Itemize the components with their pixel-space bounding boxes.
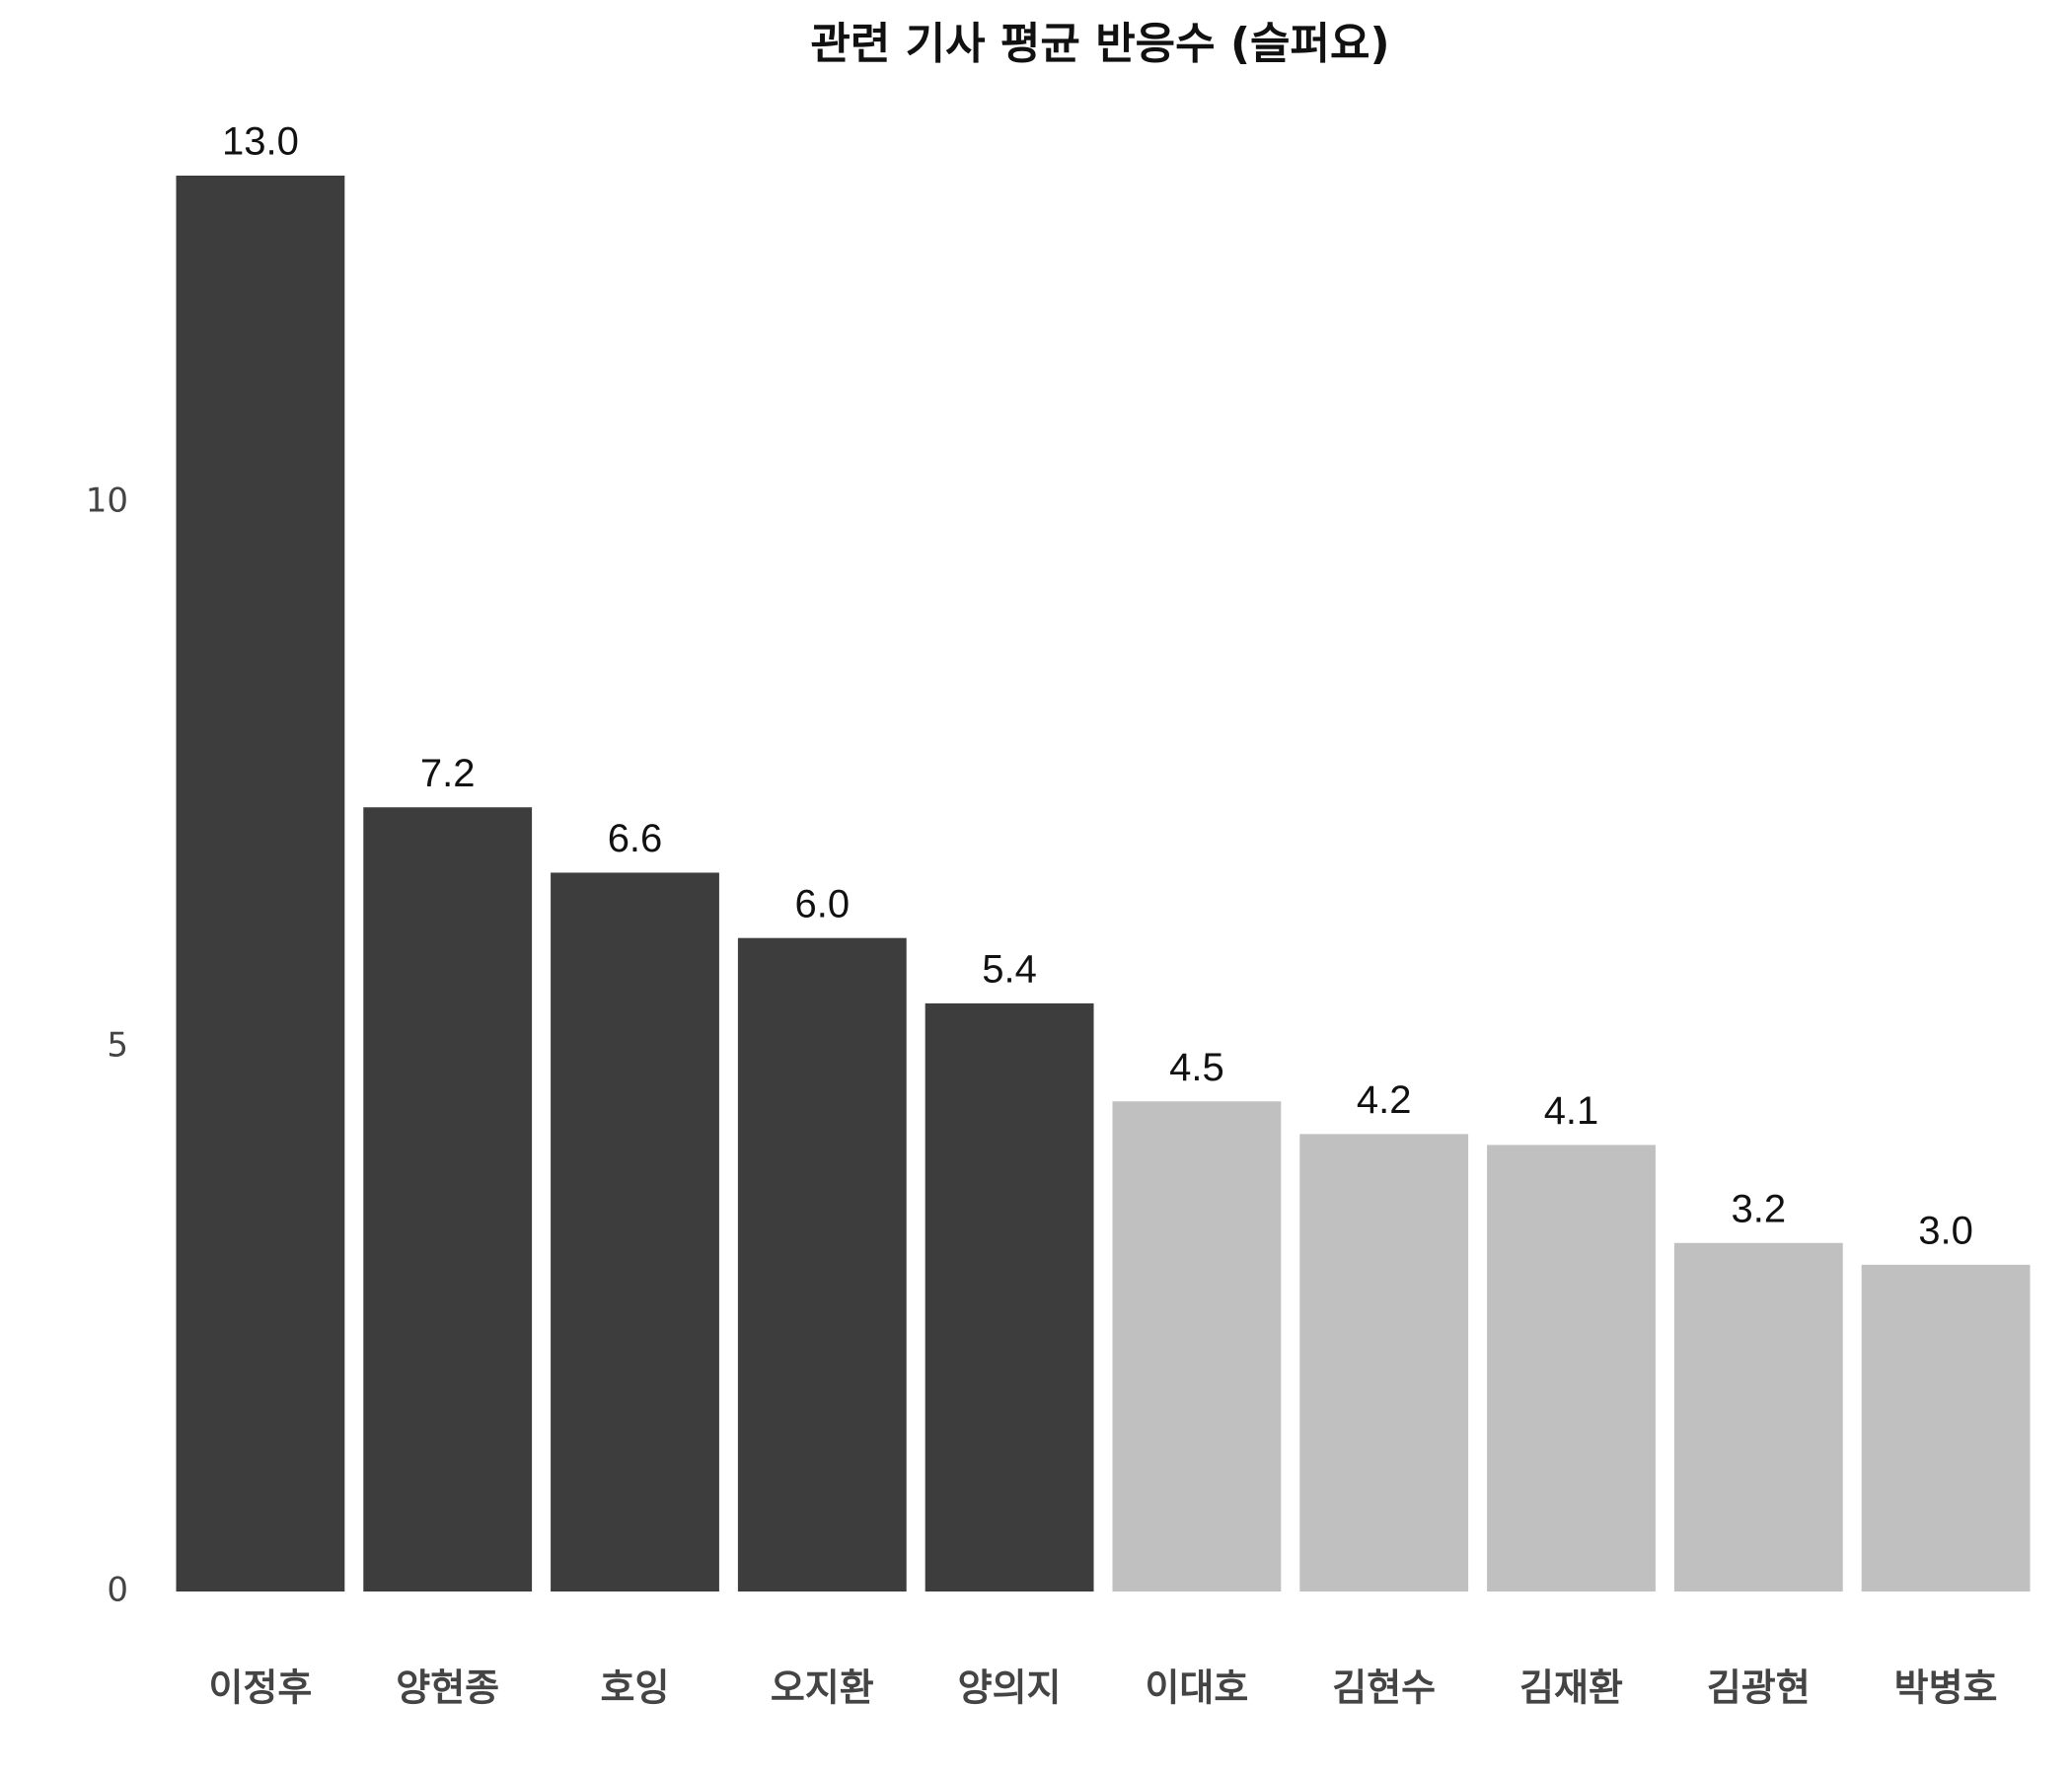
x-tick-label: 김재환 — [1519, 1666, 1623, 1710]
value-label: 13.0 — [222, 120, 299, 164]
bar — [551, 872, 719, 1591]
value-label: 4.5 — [1169, 1046, 1224, 1089]
x-tick-label: 이대호 — [1145, 1666, 1248, 1710]
bar — [925, 1002, 1094, 1591]
bar — [176, 176, 345, 1591]
y-tick-label: 5 — [107, 1026, 128, 1066]
value-label: 5.4 — [982, 947, 1037, 991]
y-tick-label: 0 — [107, 1571, 128, 1610]
x-tick-label: 이정후 — [208, 1666, 312, 1710]
value-label: 3.0 — [1918, 1209, 1973, 1252]
x-tick-label: 양의지 — [958, 1666, 1062, 1710]
value-label: 6.6 — [608, 817, 663, 860]
x-tick-label: 김현수 — [1332, 1666, 1436, 1710]
bar — [363, 807, 533, 1591]
x-tick-label: 양현종 — [396, 1666, 499, 1710]
x-tick-label: 김광현 — [1707, 1666, 1811, 1710]
y-tick-label: 10 — [86, 481, 128, 521]
value-label: 4.1 — [1544, 1089, 1599, 1133]
x-tick-label: 박병호 — [1894, 1666, 1998, 1710]
x-tick-label: 호잉 — [601, 1666, 670, 1710]
value-label: 3.2 — [1731, 1187, 1786, 1230]
bar — [1673, 1242, 1843, 1591]
bar — [1112, 1101, 1282, 1591]
value-label: 4.2 — [1357, 1078, 1412, 1122]
value-label: 7.2 — [420, 752, 476, 795]
x-tick-label: 오지환 — [771, 1666, 874, 1710]
chart-title: 관련 기사 평균 반응수 (슬퍼요) — [810, 19, 1389, 69]
bar — [1299, 1134, 1469, 1591]
bar — [737, 937, 907, 1591]
bar — [1861, 1264, 2031, 1591]
bar — [1487, 1145, 1656, 1591]
value-label: 6.0 — [794, 882, 850, 925]
